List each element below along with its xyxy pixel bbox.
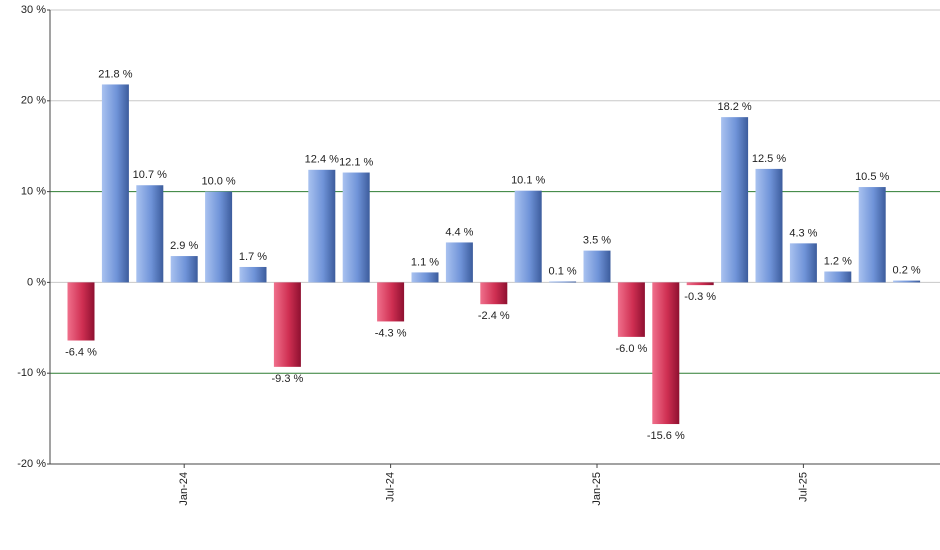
bar — [101, 84, 129, 283]
x-tick-label: Jan-24 — [178, 472, 190, 506]
value-label: -0.3 % — [684, 291, 716, 303]
value-label: 4.3 % — [789, 227, 817, 239]
y-tick-label: 30 % — [21, 4, 46, 16]
bar — [549, 281, 577, 283]
value-label: 10.0 % — [201, 176, 235, 188]
value-label: 12.1 % — [339, 156, 373, 168]
bar — [893, 280, 921, 283]
value-label: 10.1 % — [511, 175, 545, 187]
y-tick-label: 0 % — [27, 276, 46, 288]
bar — [480, 282, 508, 305]
value-label: 18.2 % — [717, 101, 751, 113]
bar — [67, 282, 95, 341]
bar — [824, 271, 852, 283]
value-label: -9.3 % — [272, 373, 304, 385]
bar — [686, 282, 714, 286]
value-label: 21.8 % — [98, 68, 132, 80]
bar — [239, 266, 267, 283]
value-label: 0.2 % — [893, 264, 921, 276]
bar — [342, 172, 370, 283]
bar — [721, 117, 749, 283]
x-tick-label: Jul-24 — [385, 472, 397, 502]
value-label: 1.1 % — [411, 256, 439, 268]
value-label: 10.5 % — [855, 171, 889, 183]
y-tick-label: 10 % — [21, 186, 46, 198]
y-tick-label: 20 % — [21, 95, 46, 107]
x-tick-label: Jan-25 — [591, 472, 603, 506]
x-tick-label: Jul-25 — [797, 472, 809, 502]
bar — [858, 187, 886, 283]
bar — [617, 282, 645, 337]
value-label: 2.9 % — [170, 240, 198, 252]
value-label: 1.2 % — [824, 255, 852, 267]
value-label: -2.4 % — [478, 310, 510, 322]
value-label: -6.0 % — [616, 343, 648, 355]
bar — [377, 282, 405, 322]
bar — [170, 256, 198, 283]
bar — [136, 185, 164, 283]
bar — [652, 282, 680, 425]
value-label: -4.3 % — [375, 327, 407, 339]
y-tick-label: -20 % — [17, 458, 46, 470]
value-label: 1.7 % — [239, 251, 267, 263]
value-label: 12.4 % — [305, 154, 339, 166]
value-label: 3.5 % — [583, 235, 611, 247]
value-label: 4.4 % — [445, 226, 473, 238]
bar — [789, 243, 817, 283]
bar — [205, 191, 233, 283]
value-label: -6.4 % — [65, 346, 97, 358]
y-tick-label: -10 % — [17, 367, 46, 379]
bar — [514, 190, 542, 283]
value-label: 0.1 % — [549, 265, 577, 277]
bar — [308, 169, 336, 283]
value-label: -15.6 % — [647, 430, 685, 442]
bar — [755, 168, 783, 283]
bar — [411, 272, 439, 283]
bar — [583, 250, 611, 283]
value-label: 12.5 % — [752, 153, 786, 165]
value-label: 10.7 % — [133, 169, 167, 181]
bar — [273, 282, 301, 367]
bar — [445, 242, 473, 283]
